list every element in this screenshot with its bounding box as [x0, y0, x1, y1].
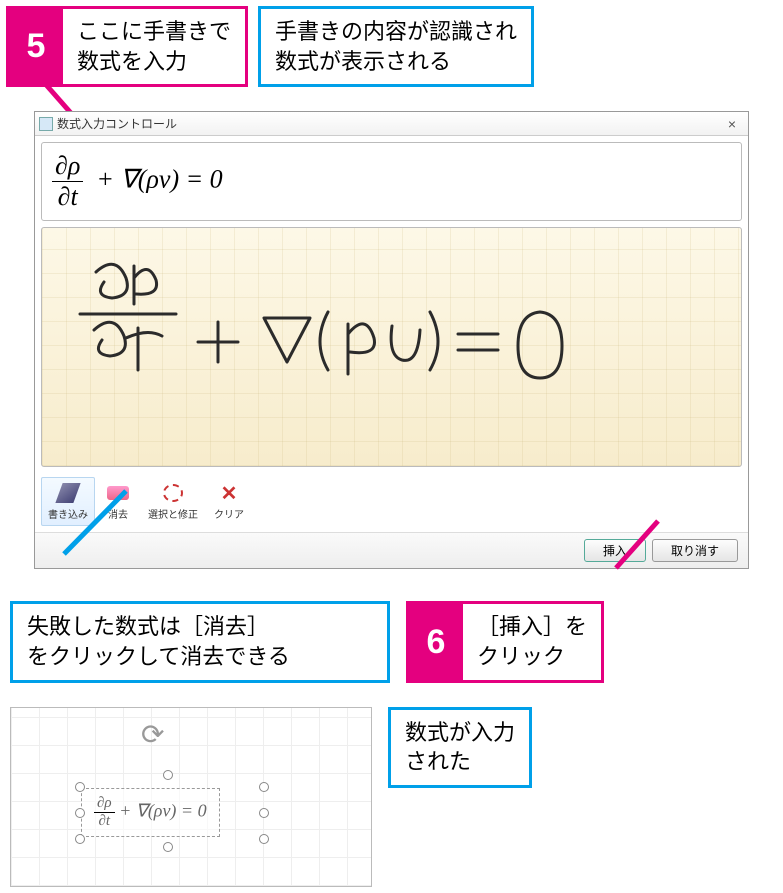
- close-icon[interactable]: ×: [722, 116, 742, 132]
- tool-label: クリア: [214, 506, 244, 521]
- cancel-button[interactable]: 取り消す: [652, 539, 738, 562]
- rotate-handle-icon: ⟳: [141, 718, 164, 751]
- selection-handle[interactable]: [259, 834, 269, 844]
- handwriting-strokes: [66, 252, 626, 417]
- callout-text: 手書きの内容が認識され 数式が表示される: [261, 9, 531, 84]
- tool-select[interactable]: 選択と修正: [141, 477, 205, 526]
- clear-icon: ✕: [221, 481, 238, 506]
- step-text: ［挿入］を クリック: [463, 604, 601, 679]
- selection-handle[interactable]: [75, 782, 85, 792]
- selection-handle[interactable]: [259, 782, 269, 792]
- pen-icon: [55, 483, 80, 503]
- callout-recognized: 手書きの内容が認識され 数式が表示される: [258, 6, 534, 87]
- step-number: 6: [409, 604, 463, 679]
- tool-clear[interactable]: ✕ クリア: [207, 477, 251, 526]
- selection-handle[interactable]: [163, 770, 173, 780]
- titlebar: 数式入力コントロール ×: [35, 112, 748, 136]
- insert-button[interactable]: 挿入: [584, 539, 646, 562]
- tool-label: 消去: [108, 506, 128, 521]
- tool-write[interactable]: 書き込み: [41, 477, 95, 526]
- tool-erase[interactable]: 消去: [97, 477, 139, 526]
- callout-done: 数式が入力 された: [388, 707, 532, 788]
- app-icon: [39, 117, 53, 131]
- selection-handle[interactable]: [75, 834, 85, 844]
- selection-handle[interactable]: [259, 808, 269, 818]
- eraser-icon: [107, 486, 129, 500]
- step-text: ここに手書きで 数式を入力: [63, 9, 245, 84]
- callout-step-6: 6 ［挿入］を クリック: [406, 601, 604, 682]
- recognized-equation: ∂ρ∂t + ∇(ρv) = 0: [41, 142, 742, 221]
- lasso-icon: [163, 484, 183, 502]
- callout-text: 数式が入力 された: [391, 710, 529, 785]
- toolbar: 書き込み 消去 選択と修正 ✕ クリア: [35, 473, 748, 532]
- math-input-window: 数式入力コントロール × ∂ρ∂t + ∇(ρv) = 0: [34, 111, 749, 569]
- result-screenshot: ⟳ ∂ρ∂t + ∇(ρv) = 0: [10, 707, 372, 887]
- callout-step-5: 5 ここに手書きで 数式を入力: [6, 6, 248, 87]
- selection-handle[interactable]: [75, 808, 85, 818]
- tool-label: 書き込み: [48, 506, 88, 521]
- handwriting-canvas[interactable]: [41, 227, 742, 467]
- window-title: 数式入力コントロール: [57, 115, 177, 132]
- tool-label: 選択と修正: [148, 506, 198, 521]
- callout-erase-tip: 失敗した数式は［消去］ をクリックして消去できる: [10, 601, 390, 682]
- selection-handle[interactable]: [163, 842, 173, 852]
- dialog-buttons: 挿入 取り消す: [35, 532, 748, 568]
- step-number: 5: [9, 9, 63, 84]
- inserted-equation-object[interactable]: ∂ρ∂t + ∇(ρv) = 0: [81, 788, 220, 837]
- callout-text: 失敗した数式は［消去］ をクリックして消去できる: [13, 604, 304, 679]
